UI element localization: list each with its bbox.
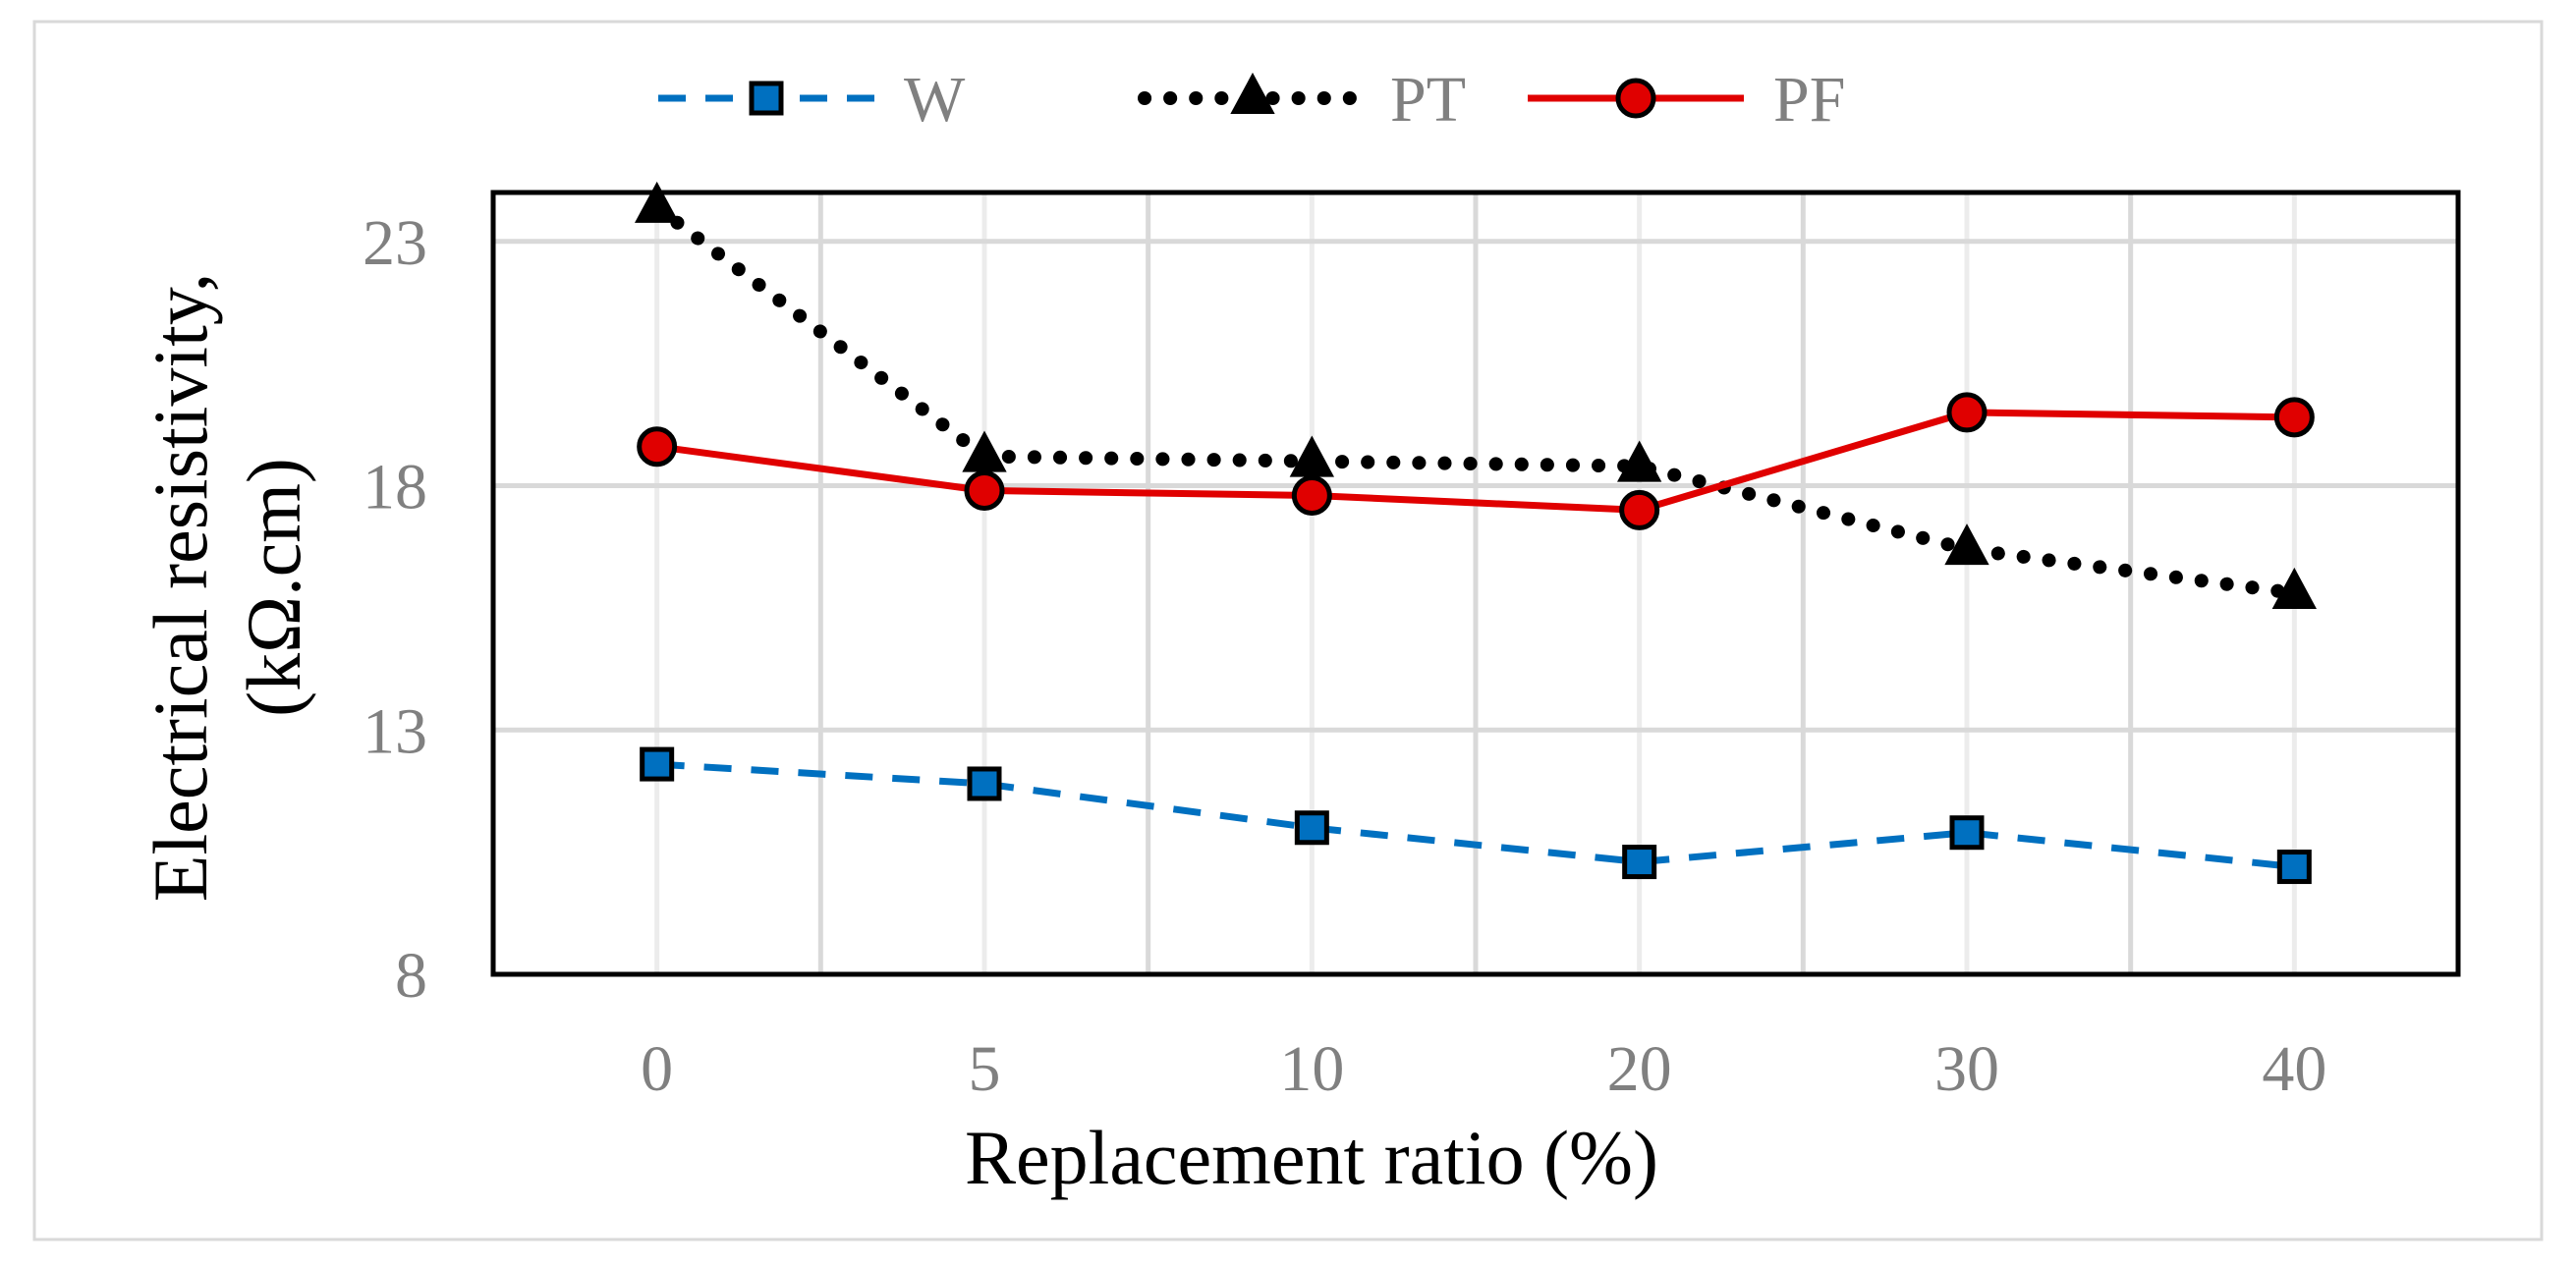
data-point-pf xyxy=(964,469,1005,511)
y-tick-label: 8 xyxy=(395,940,427,1012)
data-point-w xyxy=(640,746,675,782)
y-axis-title-line-2: (kΩ.cm) xyxy=(231,458,316,717)
x-tick-label: 5 xyxy=(969,1033,1001,1105)
series-line-pf xyxy=(656,409,2295,514)
data-point-w xyxy=(1949,815,1985,851)
legend: W PT PF xyxy=(658,64,1845,136)
data-point-pf xyxy=(1291,474,1332,516)
y-tick-label: 18 xyxy=(363,452,427,523)
y-tick-label: 13 xyxy=(363,695,427,767)
series-line-pt xyxy=(649,199,2302,600)
y-tick-label: 23 xyxy=(363,207,427,279)
y-axis-title: Electrical resistivity, (kΩ.cm) xyxy=(138,273,316,902)
plot-area-border xyxy=(490,190,2461,977)
data-point-pf xyxy=(2273,397,2315,438)
data-point-pt xyxy=(2271,567,2318,609)
series-line-w xyxy=(656,760,2295,871)
x-axis-title: Replacement ratio (%) xyxy=(965,1115,1658,1200)
x-tick-label: 40 xyxy=(2262,1033,2326,1105)
y-axis-ticks: 8 13 18 23 xyxy=(363,207,427,1012)
legend-label-w: W xyxy=(904,64,966,136)
x-axis-ticks: 0 5 10 20 30 40 xyxy=(641,1033,2326,1105)
series-w xyxy=(640,746,2312,885)
x-tick-label: 0 xyxy=(641,1033,673,1105)
legend-marker-w xyxy=(749,81,784,116)
data-point-pf xyxy=(637,426,678,468)
data-point-pf xyxy=(1946,392,1988,433)
legend-marker-pt xyxy=(1230,72,1275,114)
legend-marker-pf xyxy=(1615,78,1656,119)
data-point-w xyxy=(1294,810,1329,846)
data-point-w xyxy=(1622,845,1657,880)
legend-item-w: W xyxy=(658,64,966,136)
y-axis-title-line-1: Electrical resistivity, xyxy=(138,273,223,902)
x-tick-label: 10 xyxy=(1279,1033,1344,1105)
data-point-w xyxy=(2276,850,2312,885)
data-point-pt xyxy=(1616,440,1662,482)
data-point-pt xyxy=(634,181,680,223)
chart-border xyxy=(32,20,2544,1241)
x-tick-label: 30 xyxy=(1934,1033,1999,1105)
x-tick-label: 20 xyxy=(1607,1033,1672,1105)
data-point-w xyxy=(967,766,1002,801)
legend-label-pt: PT xyxy=(1390,64,1466,136)
data-point-pf xyxy=(1619,489,1660,530)
legend-label-pf: PF xyxy=(1773,64,1845,136)
legend-item-pt: PT xyxy=(1138,64,1466,136)
data-point-pt xyxy=(1944,523,1989,566)
series-pf xyxy=(637,392,2315,530)
legend-item-pf: PF xyxy=(1528,64,1845,136)
series-layer xyxy=(634,181,2318,885)
